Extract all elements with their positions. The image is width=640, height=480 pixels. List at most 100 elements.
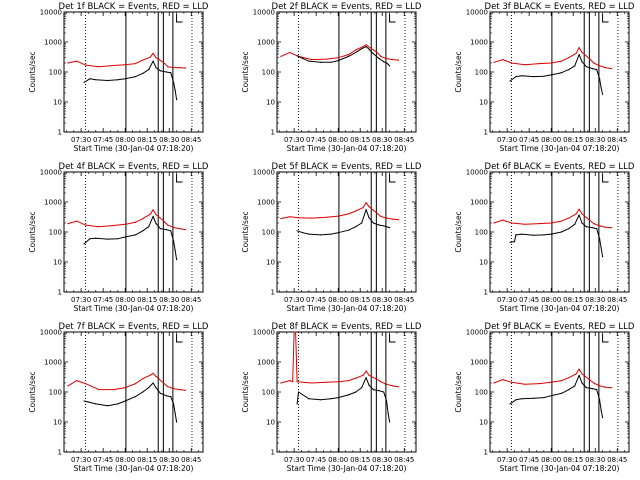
x-tick-label: 07:30	[497, 456, 517, 464]
data-point	[148, 69, 150, 71]
y-tick-label: 10000	[466, 9, 488, 17]
x-tick-label: 08:30	[585, 296, 605, 304]
data-point	[510, 222, 513, 224]
data-point	[134, 63, 137, 65]
data-point	[599, 385, 601, 387]
data-point	[320, 399, 322, 401]
data-point	[543, 234, 545, 236]
data-point	[560, 392, 563, 394]
data-point	[578, 368, 580, 370]
panel-title: Det 7f BLACK = Events, RED = LLD	[59, 322, 209, 332]
data-point	[368, 48, 370, 50]
x-tick-label: 07:45	[93, 296, 113, 304]
data-point	[142, 378, 144, 380]
y-tick-label: 1	[58, 289, 62, 297]
detector-panel-8: Det 8f BLACK = Events, RED = LLD 1 10 100 10…	[241, 322, 422, 473]
data-point	[543, 397, 545, 399]
x-tick-label: 08:30	[585, 136, 605, 144]
data-point	[124, 78, 126, 80]
detector-panel-9: Det 9f BLACK = Events, RED = LLD 1 10 100 10…	[454, 322, 635, 473]
data-point	[296, 55, 298, 57]
data-point	[165, 229, 167, 231]
x-tick-label: 08:30	[372, 296, 392, 304]
data-point	[380, 215, 382, 217]
data-point	[347, 55, 350, 58]
data-point	[543, 75, 545, 77]
data-point	[510, 62, 513, 64]
data-point	[568, 377, 570, 379]
bracket-marker	[602, 334, 609, 343]
data-point	[375, 378, 377, 380]
data-point	[391, 218, 394, 220]
y-tick-label: 1000	[44, 199, 62, 207]
data-point	[142, 218, 144, 220]
data-point	[515, 234, 517, 236]
data-point	[386, 58, 388, 60]
events-series-line	[296, 209, 390, 236]
y-tick-label: 10	[479, 99, 488, 107]
data-point	[292, 381, 294, 383]
data-point	[83, 400, 85, 402]
y-tick-label: 100	[49, 389, 62, 397]
data-point	[134, 234, 137, 236]
data-point	[383, 391, 385, 393]
data-point	[325, 216, 327, 218]
data-point	[581, 51, 583, 54]
data-point	[578, 54, 580, 56]
data-point	[591, 68, 593, 70]
lld-series-line	[493, 47, 612, 70]
data-point	[602, 256, 604, 258]
bracket-marker	[176, 174, 183, 183]
data-point	[568, 57, 570, 59]
data-point	[184, 67, 186, 69]
y-tick-label: 100	[262, 229, 275, 237]
data-point	[89, 401, 91, 403]
data-point	[297, 391, 300, 393]
x-tick-label: 07:30	[284, 296, 304, 304]
data-point	[533, 234, 535, 236]
x-tick-label: 07:30	[71, 456, 91, 464]
x-tick-label: 08:00	[541, 136, 561, 144]
y-tick-label: 1	[484, 449, 488, 457]
x-tick-label: 07:45	[519, 296, 539, 304]
data-point	[320, 234, 322, 236]
data-point	[173, 227, 175, 229]
y-tick-label: 1000	[44, 359, 62, 367]
data-point	[515, 399, 517, 401]
y-tick-label: 10	[266, 419, 275, 427]
data-point	[383, 225, 385, 227]
data-point	[578, 47, 580, 49]
x-tick-label: 08:00	[541, 456, 561, 464]
data-point	[581, 213, 583, 215]
y-tick-label: 1000	[257, 359, 275, 367]
plot-frame	[63, 331, 204, 453]
data-point	[581, 61, 583, 63]
data-point	[173, 81, 175, 83]
y-axis-label: Counts/sec	[454, 371, 463, 412]
data-point	[600, 247, 602, 249]
bracket-marker	[176, 334, 183, 343]
y-tick-label: 10000	[253, 9, 275, 17]
y-axis-label: Counts/sec	[28, 371, 37, 412]
data-point	[599, 65, 601, 67]
panel-title: Det 5f BLACK = Events, RED = LLD	[272, 162, 422, 172]
data-point	[67, 62, 69, 64]
panel-title: Det 6f BLACK = Events, RED = LLD	[485, 162, 635, 172]
y-axis-label: Counts/sec	[454, 51, 463, 92]
data-point	[524, 223, 526, 225]
data-point	[152, 372, 154, 374]
data-point	[521, 75, 523, 77]
data-point	[550, 381, 552, 383]
data-point	[162, 382, 164, 384]
data-point	[95, 79, 97, 81]
data-point	[308, 233, 310, 235]
data-point	[170, 396, 172, 398]
x-tick-label: 08:45	[394, 296, 414, 304]
data-point	[142, 59, 144, 61]
data-point	[347, 394, 350, 396]
x-tick-label: 08:00	[328, 456, 348, 464]
x-tick-label: 07:30	[497, 296, 517, 304]
data-point	[124, 236, 126, 238]
data-point	[84, 383, 87, 385]
data-point	[162, 220, 164, 222]
